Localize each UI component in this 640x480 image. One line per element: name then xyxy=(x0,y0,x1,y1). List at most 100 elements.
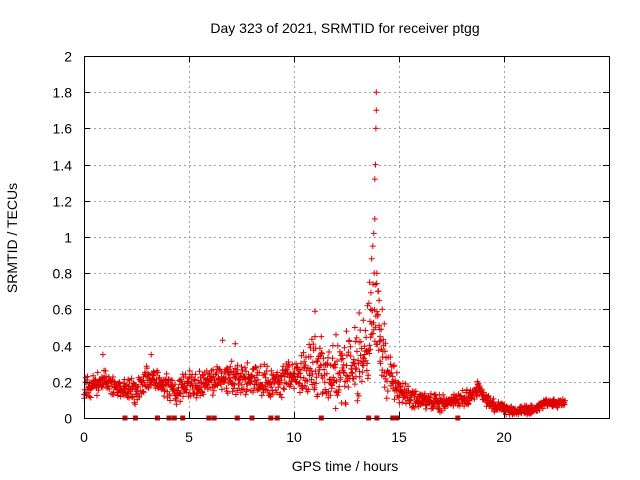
data-point xyxy=(333,378,340,385)
data-point xyxy=(154,369,161,376)
data-point xyxy=(161,393,168,400)
data-point xyxy=(217,367,224,373)
y-tick-label: 1.4 xyxy=(53,158,73,174)
data-point xyxy=(129,394,136,401)
data-point xyxy=(346,337,353,344)
data-point xyxy=(354,397,361,404)
data-point xyxy=(117,393,124,400)
data-point xyxy=(301,382,308,389)
data-point xyxy=(295,380,302,387)
data-point xyxy=(285,359,292,365)
data-point xyxy=(372,161,379,168)
data-point xyxy=(254,376,261,383)
data-point xyxy=(359,369,366,376)
data-point xyxy=(138,378,144,385)
data-point xyxy=(200,372,206,379)
data-point xyxy=(353,334,360,341)
y-tick-label: 0.4 xyxy=(53,339,73,355)
data-point xyxy=(391,362,398,369)
data-point xyxy=(167,397,174,404)
data-point xyxy=(237,389,244,396)
data-point xyxy=(313,374,320,381)
data-point xyxy=(165,376,172,383)
data-point xyxy=(329,355,336,362)
data-point xyxy=(370,319,377,326)
data-point xyxy=(372,125,379,132)
data-point xyxy=(233,366,240,373)
data-point xyxy=(368,289,374,296)
data-point xyxy=(393,369,400,376)
data-point xyxy=(554,404,561,411)
data-point xyxy=(336,383,343,390)
data-point xyxy=(376,338,383,345)
data-point xyxy=(180,393,186,400)
data-point xyxy=(387,354,394,361)
data-point xyxy=(142,382,149,389)
data-point xyxy=(307,353,314,360)
data-point xyxy=(257,363,264,370)
data-point xyxy=(148,351,155,358)
data-point xyxy=(318,349,325,356)
data-point xyxy=(125,376,132,383)
data-point xyxy=(177,390,184,397)
data-point xyxy=(236,385,242,392)
data-point xyxy=(163,370,170,377)
x-tick-label: 0 xyxy=(80,429,88,445)
data-point xyxy=(561,397,568,404)
data-point xyxy=(110,374,116,380)
y-tick-label: 1.6 xyxy=(53,121,73,137)
data-point xyxy=(476,383,483,389)
data-point xyxy=(229,388,236,395)
data-point xyxy=(219,337,226,344)
y-tick-label: 0.8 xyxy=(53,266,73,282)
x-tick-label: 20 xyxy=(496,429,512,445)
data-point xyxy=(412,388,419,395)
data-point xyxy=(330,374,337,381)
data-point xyxy=(216,366,223,373)
data-point xyxy=(378,326,385,333)
data-point xyxy=(345,349,352,356)
data-point xyxy=(319,375,326,382)
data-point xyxy=(242,364,248,371)
data-point xyxy=(343,362,350,369)
data-point xyxy=(387,361,394,368)
data-point xyxy=(232,340,239,347)
data-point xyxy=(351,361,358,367)
data-point xyxy=(231,381,238,388)
data-point xyxy=(304,377,311,384)
data-point xyxy=(297,389,303,396)
data-point xyxy=(351,324,358,331)
data-point xyxy=(431,403,437,410)
series-srmtid xyxy=(81,89,568,418)
data-point xyxy=(132,401,139,408)
data-point xyxy=(440,391,447,398)
data-point xyxy=(323,370,330,377)
data-point xyxy=(375,288,381,295)
data-point xyxy=(242,391,249,398)
data-point xyxy=(373,280,380,287)
data-point xyxy=(370,230,377,237)
data-point xyxy=(376,322,383,329)
y-axis-label: SRMTID / TECUs xyxy=(4,183,20,293)
data-point xyxy=(250,389,256,396)
data-point xyxy=(264,363,271,370)
data-point xyxy=(465,400,472,407)
data-point xyxy=(86,393,93,400)
data-point xyxy=(380,336,387,343)
data-point xyxy=(351,381,358,388)
data-point xyxy=(278,377,285,384)
data-point xyxy=(373,107,380,114)
data-point xyxy=(172,381,178,388)
data-point xyxy=(366,342,373,349)
data-point xyxy=(373,89,380,96)
data-point xyxy=(340,369,347,375)
data-point xyxy=(178,378,185,385)
data-point xyxy=(377,333,384,340)
data-point xyxy=(310,341,317,348)
data-point xyxy=(316,345,323,352)
y-tick-labels: 0 0.2 0.4 0.6 0.8 1 1.2 1.4 1.6 1.8 2 xyxy=(53,49,73,427)
data-point xyxy=(339,355,346,362)
data-point xyxy=(244,359,251,366)
data-point xyxy=(192,371,199,378)
data-point xyxy=(361,343,368,350)
